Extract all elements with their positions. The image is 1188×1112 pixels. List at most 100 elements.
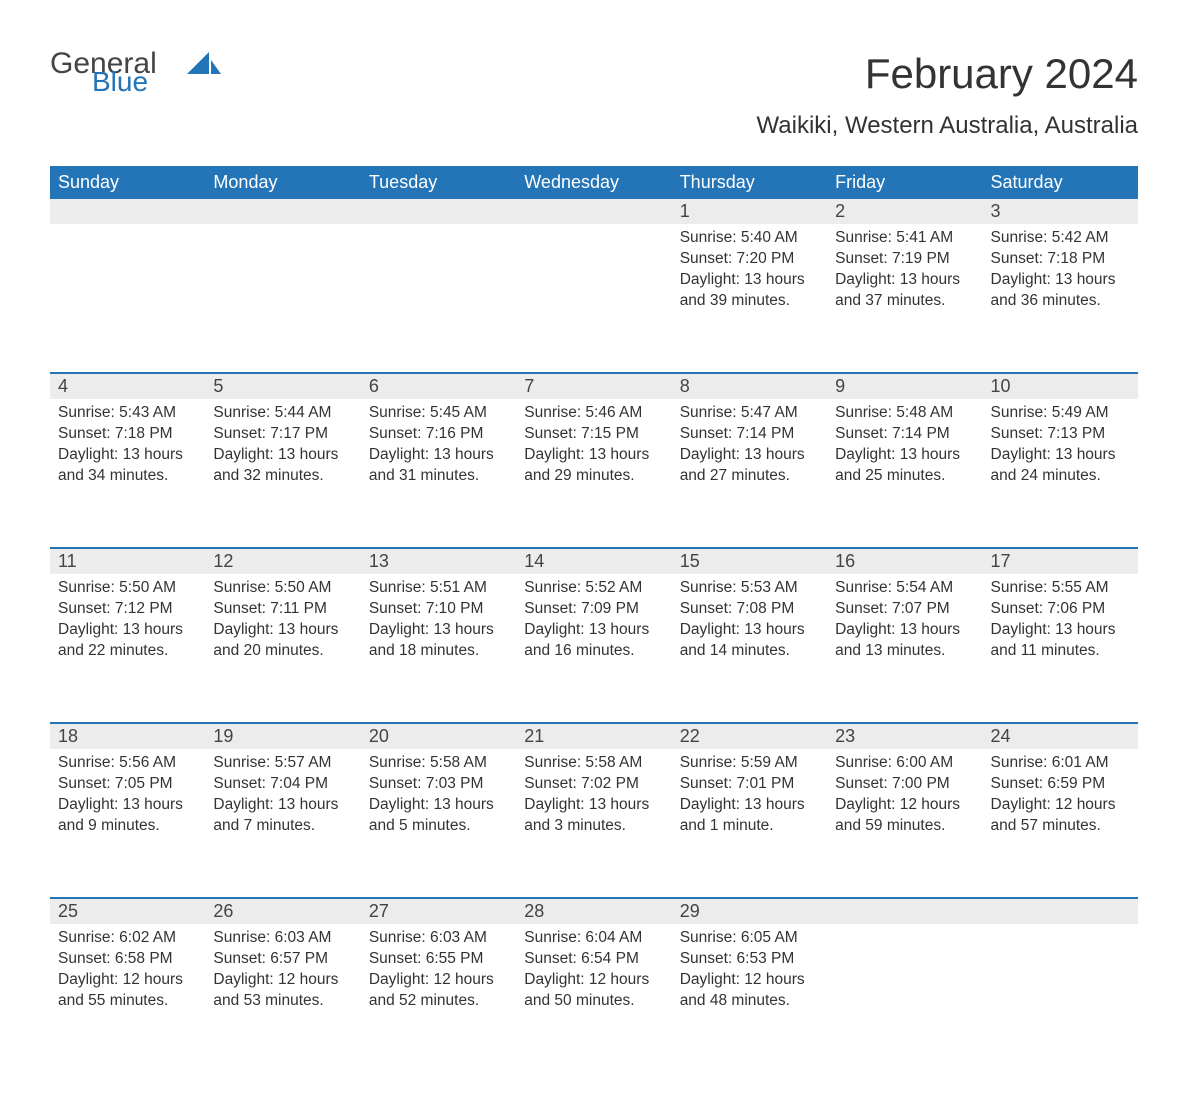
sunset-line: Sunset: 7:14 PM xyxy=(835,424,974,445)
sunset-line: Sunset: 6:53 PM xyxy=(680,949,819,970)
sunrise-line: Sunrise: 6:00 AM xyxy=(835,753,974,774)
day-content-cell: Sunrise: 6:01 AMSunset: 6:59 PMDaylight:… xyxy=(983,749,1138,898)
daylight-line: Daylight: 13 hours and 31 minutes. xyxy=(369,445,508,487)
day-content-cell: Sunrise: 5:49 AMSunset: 7:13 PMDaylight:… xyxy=(983,399,1138,548)
day-content-cell: Sunrise: 5:57 AMSunset: 7:04 PMDaylight:… xyxy=(205,749,360,898)
day-number-cell: 12 xyxy=(205,548,360,574)
sunset-line: Sunset: 7:06 PM xyxy=(991,599,1130,620)
sunrise-line: Sunrise: 5:59 AM xyxy=(680,753,819,774)
daylight-line: Daylight: 13 hours and 22 minutes. xyxy=(58,620,197,662)
daylight-line: Daylight: 12 hours and 50 minutes. xyxy=(524,970,663,1012)
daylight-line: Daylight: 13 hours and 14 minutes. xyxy=(680,620,819,662)
sunrise-line: Sunrise: 5:49 AM xyxy=(991,403,1130,424)
weekday-header: Thursday xyxy=(672,166,827,199)
day-content-cell: Sunrise: 6:03 AMSunset: 6:55 PMDaylight:… xyxy=(361,924,516,1072)
sunset-line: Sunset: 7:11 PM xyxy=(213,599,352,620)
sunset-line: Sunset: 7:10 PM xyxy=(369,599,508,620)
day-content-cell: Sunrise: 6:00 AMSunset: 7:00 PMDaylight:… xyxy=(827,749,982,898)
sunrise-line: Sunrise: 5:45 AM xyxy=(369,403,508,424)
weekday-header: Saturday xyxy=(983,166,1138,199)
sunrise-line: Sunrise: 5:44 AM xyxy=(213,403,352,424)
day-content-cell: Sunrise: 5:47 AMSunset: 7:14 PMDaylight:… xyxy=(672,399,827,548)
day-number-cell: 3 xyxy=(983,199,1138,224)
weekday-row: SundayMondayTuesdayWednesdayThursdayFrid… xyxy=(50,166,1138,199)
sunrise-line: Sunrise: 5:52 AM xyxy=(524,578,663,599)
location: Waikiki, Western Australia, Australia xyxy=(757,112,1138,140)
day-content-cell xyxy=(827,924,982,1072)
day-number-cell xyxy=(361,199,516,224)
daylight-line: Daylight: 13 hours and 32 minutes. xyxy=(213,445,352,487)
day-content-row: Sunrise: 5:50 AMSunset: 7:12 PMDaylight:… xyxy=(50,574,1138,723)
sunrise-line: Sunrise: 6:04 AM xyxy=(524,928,663,949)
daylight-line: Daylight: 13 hours and 37 minutes. xyxy=(835,270,974,312)
logo-blue: Blue xyxy=(92,69,157,94)
daylight-line: Daylight: 13 hours and 39 minutes. xyxy=(680,270,819,312)
day-number-cell: 5 xyxy=(205,373,360,399)
sunrise-line: Sunrise: 5:51 AM xyxy=(369,578,508,599)
day-content-cell: Sunrise: 5:58 AMSunset: 7:02 PMDaylight:… xyxy=(516,749,671,898)
day-number-cell: 8 xyxy=(672,373,827,399)
day-number-cell: 16 xyxy=(827,548,982,574)
sunset-line: Sunset: 7:01 PM xyxy=(680,774,819,795)
sunset-line: Sunset: 6:57 PM xyxy=(213,949,352,970)
day-content-cell: Sunrise: 5:58 AMSunset: 7:03 PMDaylight:… xyxy=(361,749,516,898)
day-content-cell: Sunrise: 5:55 AMSunset: 7:06 PMDaylight:… xyxy=(983,574,1138,723)
day-content-cell: Sunrise: 5:53 AMSunset: 7:08 PMDaylight:… xyxy=(672,574,827,723)
sunrise-line: Sunrise: 5:56 AM xyxy=(58,753,197,774)
weekday-header: Tuesday xyxy=(361,166,516,199)
sunrise-line: Sunrise: 6:05 AM xyxy=(680,928,819,949)
daylight-line: Daylight: 12 hours and 57 minutes. xyxy=(991,795,1130,837)
day-content-cell: Sunrise: 5:51 AMSunset: 7:10 PMDaylight:… xyxy=(361,574,516,723)
sunset-line: Sunset: 7:16 PM xyxy=(369,424,508,445)
sunrise-line: Sunrise: 5:41 AM xyxy=(835,228,974,249)
day-content-cell: Sunrise: 5:46 AMSunset: 7:15 PMDaylight:… xyxy=(516,399,671,548)
day-number-cell: 13 xyxy=(361,548,516,574)
daylight-line: Daylight: 13 hours and 27 minutes. xyxy=(680,445,819,487)
sunrise-line: Sunrise: 5:55 AM xyxy=(991,578,1130,599)
day-number-cell: 27 xyxy=(361,898,516,924)
day-content-cell xyxy=(361,224,516,373)
sunset-line: Sunset: 7:03 PM xyxy=(369,774,508,795)
day-content-row: Sunrise: 5:56 AMSunset: 7:05 PM Daylight:… xyxy=(50,749,1138,898)
day-number-cell xyxy=(983,898,1138,924)
sunrise-line: Sunrise: 5:47 AM xyxy=(680,403,819,424)
sunset-line: Sunset: 7:00 PM xyxy=(835,774,974,795)
day-number-cell: 29 xyxy=(672,898,827,924)
day-content-cell: Sunrise: 6:03 AMSunset: 6:57 PMDaylight:… xyxy=(205,924,360,1072)
weekday-header: Monday xyxy=(205,166,360,199)
day-number-cell: 11 xyxy=(50,548,205,574)
daylight-line: Daylight: 13 hours and 11 minutes. xyxy=(991,620,1130,662)
day-content-row: Sunrise: 5:43 AMSunset: 7:18 PMDaylight:… xyxy=(50,399,1138,548)
day-number-row: 2526272829 xyxy=(50,898,1138,924)
sunset-line: Sunset: 7:17 PM xyxy=(213,424,352,445)
day-content-cell: Sunrise: 6:04 AMSunset: 6:54 PMDaylight:… xyxy=(516,924,671,1072)
daylight-line: Daylight: 13 hours and 13 minutes. xyxy=(835,620,974,662)
sunset-line: Sunset: 7:05 PM xyxy=(58,774,197,795)
daylight-line: Daylight: 13 hours and 20 minutes. xyxy=(213,620,352,662)
sunrise-line: Sunrise: 5:50 AM xyxy=(58,578,197,599)
day-number-cell xyxy=(205,199,360,224)
sunset-line: Sunset: 7:14 PM xyxy=(680,424,819,445)
daylight-line: Daylight: 13 hours and 7 minutes. xyxy=(213,795,352,837)
title-block: February 2024 Waikiki, Western Australia… xyxy=(757,50,1138,156)
sunrise-line: Sunrise: 5:40 AM xyxy=(680,228,819,249)
day-content-cell: Sunrise: 5:45 AMSunset: 7:16 PMDaylight:… xyxy=(361,399,516,548)
day-number-cell: 9 xyxy=(827,373,982,399)
header: General Blue February 2024 Waikiki, West… xyxy=(50,50,1138,156)
month-title: February 2024 xyxy=(757,50,1138,98)
day-number-cell: 20 xyxy=(361,723,516,749)
sunset-line: Sunset: 7:09 PM xyxy=(524,599,663,620)
sunrise-line: Sunrise: 5:46 AM xyxy=(524,403,663,424)
sunrise-line: Sunrise: 6:02 AM xyxy=(58,928,197,949)
day-number-cell: 7 xyxy=(516,373,671,399)
sunset-line: Sunset: 7:08 PM xyxy=(680,599,819,620)
day-number-cell: 22 xyxy=(672,723,827,749)
sunset-line: Sunset: 7:04 PM xyxy=(213,774,352,795)
logo: General Blue xyxy=(50,50,127,94)
day-number-cell: 21 xyxy=(516,723,671,749)
daylight-line: Daylight: 13 hours and 34 minutes. xyxy=(58,445,197,487)
day-number-cell: 1 xyxy=(672,199,827,224)
day-content-cell: Sunrise: 5:50 AMSunset: 7:12 PMDaylight:… xyxy=(50,574,205,723)
day-number-cell: 28 xyxy=(516,898,671,924)
sunrise-line: Sunrise: 5:58 AM xyxy=(369,753,508,774)
